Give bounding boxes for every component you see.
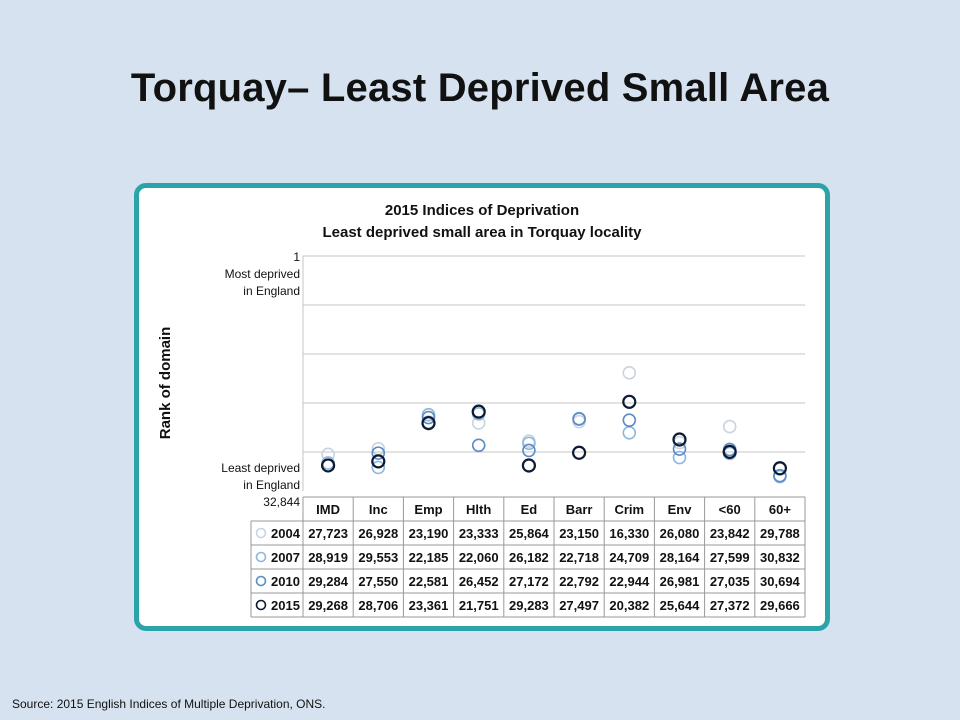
data-point-2015 <box>622 394 637 409</box>
legend-label: 2007 <box>271 550 300 565</box>
legend-marker-2010 <box>255 575 267 587</box>
y-bottom-label-line: in England <box>243 478 300 492</box>
table-cell: 26,182 <box>509 550 549 565</box>
data-point-2015 <box>722 444 737 459</box>
y-top-label-line: Most deprived <box>225 267 300 281</box>
chart-title: 2015 Indices of Deprivation <box>385 202 579 219</box>
category-label: IMD <box>316 502 340 517</box>
data-point-2010 <box>371 446 386 460</box>
data-point-2010 <box>672 442 687 456</box>
data-point-2007 <box>672 450 687 465</box>
legend-label: 2015 <box>271 598 300 613</box>
data-point-2004 <box>622 366 637 380</box>
data-point-2015 <box>521 458 536 473</box>
y-bottom-label-line: 32,844 <box>263 495 300 509</box>
data-point-2007 <box>522 436 536 451</box>
category-label: Env <box>668 502 693 517</box>
y-axis-label: Rank of domain <box>157 327 174 440</box>
table-cell: 22,944 <box>609 574 650 589</box>
table-cell: 27,035 <box>710 574 750 589</box>
data-point-2015 <box>371 454 386 469</box>
table-cell: 27,599 <box>710 550 750 565</box>
data-point-2010 <box>572 412 586 426</box>
chart-panel: 2015 Indices of Deprivation Least deprive… <box>134 183 830 631</box>
table-cell: 25,644 <box>660 598 701 613</box>
y-bottom-label-line: Least deprived <box>221 461 300 475</box>
data-point-2015 <box>321 458 336 473</box>
source-note: Source: 2015 English Indices of Multiple… <box>12 697 326 711</box>
table-cell: 21,751 <box>459 598 499 613</box>
legend-marker-2004 <box>255 527 267 539</box>
table-cell: 24,709 <box>609 550 649 565</box>
table-cell: 22,581 <box>409 574 449 589</box>
table-cell: 27,550 <box>358 574 398 589</box>
category-label: Inc <box>369 502 388 517</box>
table-cell: 29,553 <box>358 550 398 565</box>
data-point-2010 <box>622 413 637 427</box>
data-point-2015 <box>471 404 486 419</box>
legend-label: 2010 <box>271 574 300 589</box>
legend-label: 2004 <box>271 526 301 541</box>
table-cell: 29,788 <box>760 526 800 541</box>
table-cell: 30,694 <box>760 574 801 589</box>
data-point-2007 <box>371 460 386 475</box>
table-cell: 26,981 <box>660 574 700 589</box>
table-cell: 27,723 <box>308 526 348 541</box>
data-point-2007 <box>622 425 637 440</box>
table-cell: 30,832 <box>760 550 800 565</box>
table-cell: 25,864 <box>509 526 550 541</box>
data-point-2004 <box>722 419 737 434</box>
table-cell: 27,172 <box>509 574 549 589</box>
table-cell: 22,718 <box>559 550 599 565</box>
table-cell: 26,080 <box>660 526 700 541</box>
y-top-label-line: in England <box>243 284 300 298</box>
category-label: Hlth <box>466 502 491 517</box>
table-cell: 28,919 <box>308 550 348 565</box>
table-cell: 22,185 <box>409 550 449 565</box>
data-point-2015 <box>421 416 436 431</box>
table-cell: 28,706 <box>358 598 398 613</box>
table-cell: 26,928 <box>358 526 398 541</box>
category-label: <60 <box>719 502 741 517</box>
table-cell: 26,452 <box>459 574 499 589</box>
table-cell: 23,150 <box>559 526 599 541</box>
data-point-2015 <box>772 461 788 476</box>
y-top-label-line: 1 <box>293 250 300 264</box>
legend-marker-2015 <box>255 599 267 611</box>
data-point-2010 <box>522 443 536 458</box>
category-label: Crim <box>614 502 644 517</box>
legend-marker-2007 <box>255 551 267 563</box>
table-cell: 29,268 <box>308 598 348 613</box>
table-cell: 20,382 <box>609 598 649 613</box>
deprivation-chart: 2015 Indices of Deprivation Least deprive… <box>157 202 806 618</box>
category-label: Barr <box>566 502 593 517</box>
table-cell: 23,190 <box>409 526 449 541</box>
table-cell: 29,283 <box>509 598 549 613</box>
table-cell: 23,333 <box>459 526 499 541</box>
chart-subtitle: Least deprived small area in Torquay loc… <box>322 224 642 241</box>
data-point-2010 <box>471 438 486 453</box>
table-cell: 22,060 <box>459 550 499 565</box>
category-label: Ed <box>521 502 538 517</box>
table-cell: 29,666 <box>760 598 800 613</box>
table-cell: 27,497 <box>559 598 599 613</box>
table-cell: 22,792 <box>559 574 599 589</box>
data-point-2010 <box>773 468 787 483</box>
data-point-2015 <box>672 432 687 447</box>
table-cell: 23,842 <box>710 526 750 541</box>
data-point-2015 <box>572 445 587 460</box>
table-cell: 29,284 <box>308 574 349 589</box>
category-label: Emp <box>414 502 442 517</box>
table-cell: 28,164 <box>660 550 701 565</box>
slide-title: Torquay– Least Deprived Small Area <box>130 66 830 110</box>
table-cell: 27,372 <box>710 598 750 613</box>
category-label: 60+ <box>769 502 791 517</box>
table-cell: 23,361 <box>409 598 449 613</box>
table-cell: 16,330 <box>609 526 649 541</box>
data-point-2010 <box>421 410 436 425</box>
